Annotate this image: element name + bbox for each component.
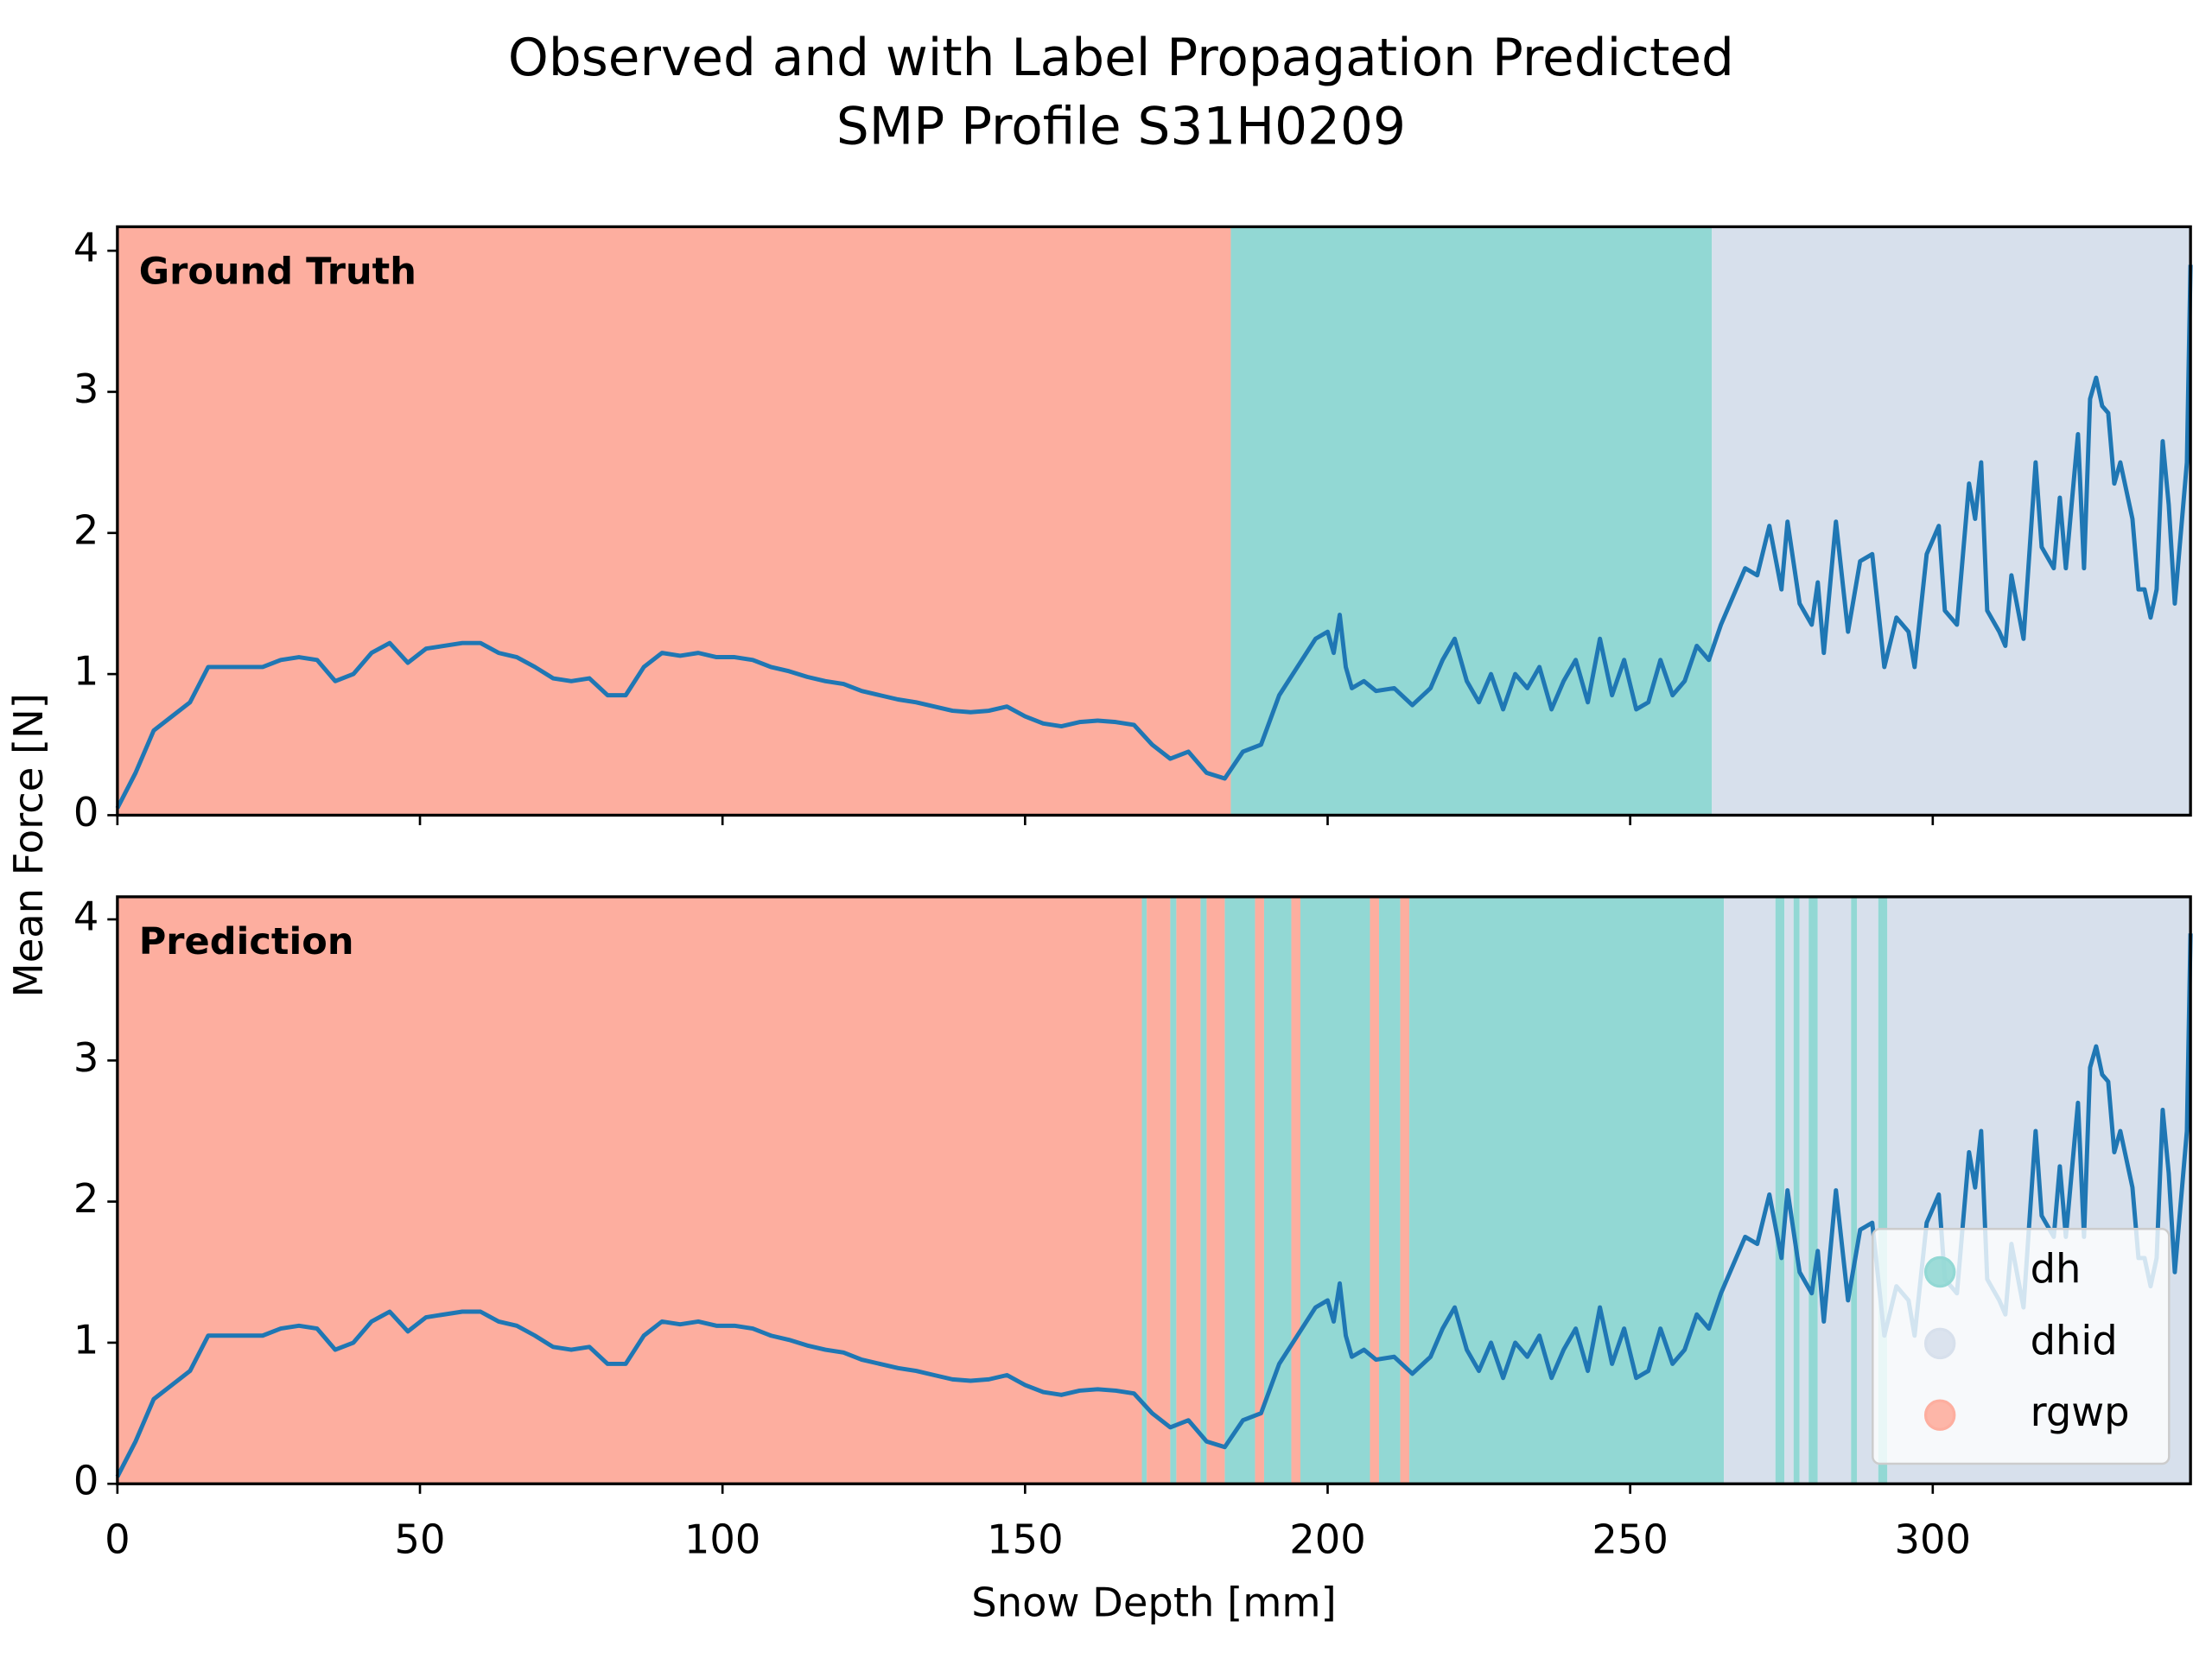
title-line: Observed and with Label Propagation Pred… [508, 29, 1734, 88]
title-line: SMP Profile S31H0209 [836, 97, 1406, 156]
x-tick-label: 200 [1289, 1516, 1366, 1563]
class-region [117, 896, 1142, 1484]
y-tick-label: 1 [73, 648, 99, 695]
x-tick-label: 50 [395, 1516, 446, 1563]
class-region [1799, 896, 1809, 1484]
legend-marker [1923, 1327, 1956, 1360]
legend-marker [1923, 1255, 1956, 1288]
axes-frame [116, 225, 2192, 817]
y-tick-label: 1 [73, 1316, 99, 1363]
class-region [1724, 896, 1776, 1484]
class-region [1170, 896, 1177, 1484]
class-region [1176, 896, 1201, 1484]
axes-frame [116, 895, 2192, 1485]
class-region [1808, 896, 1818, 1484]
class-region [1409, 896, 1725, 1484]
y-axis-label: Mean Force [N] [5, 693, 52, 997]
x-tick-label: 100 [684, 1516, 761, 1563]
class-region [1291, 896, 1300, 1484]
x-tick-label: 150 [987, 1516, 1064, 1563]
panel-label: Prediction [139, 920, 354, 963]
class-region [1141, 896, 1147, 1484]
class-region [1200, 896, 1207, 1484]
class-region [1370, 896, 1380, 1484]
legend-label: dh [2031, 1246, 2082, 1293]
class-region [1255, 896, 1264, 1484]
y-tick-label: 0 [73, 789, 99, 836]
class-region [1224, 896, 1255, 1484]
class-region [1878, 896, 1888, 1484]
legend-label: rgwp [2031, 1389, 2130, 1435]
class-region [1712, 226, 2191, 816]
class-region [1300, 896, 1370, 1484]
class-region [1379, 896, 1401, 1484]
y-tick-label: 4 [73, 893, 99, 940]
legend-marker [1923, 1399, 1956, 1431]
class-region [1147, 896, 1171, 1484]
y-tick-label: 3 [73, 1034, 99, 1081]
y-tick-label: 0 [73, 1458, 99, 1504]
y-tick-label: 4 [73, 225, 99, 271]
class-region [1400, 896, 1410, 1484]
x-axis-label: Snow Depth [mm] [971, 1580, 1336, 1626]
legend-label: dhid [2031, 1317, 2118, 1363]
class-region [1775, 896, 1785, 1484]
class-region [1206, 896, 1225, 1484]
class-region [1263, 896, 1292, 1484]
y-tick-label: 2 [73, 506, 99, 553]
class-region [1851, 896, 1858, 1484]
class-region [1793, 896, 1800, 1484]
panel-label: Ground Truth [139, 251, 416, 294]
force-line [115, 264, 2193, 810]
x-tick-label: 0 [105, 1516, 130, 1563]
class-region [1230, 226, 1713, 816]
class-region [117, 226, 1231, 816]
x-tick-label: 250 [1592, 1516, 1669, 1563]
y-tick-label: 2 [73, 1175, 99, 1222]
y-tick-label: 3 [73, 365, 99, 412]
x-tick-label: 300 [1895, 1516, 1972, 1563]
